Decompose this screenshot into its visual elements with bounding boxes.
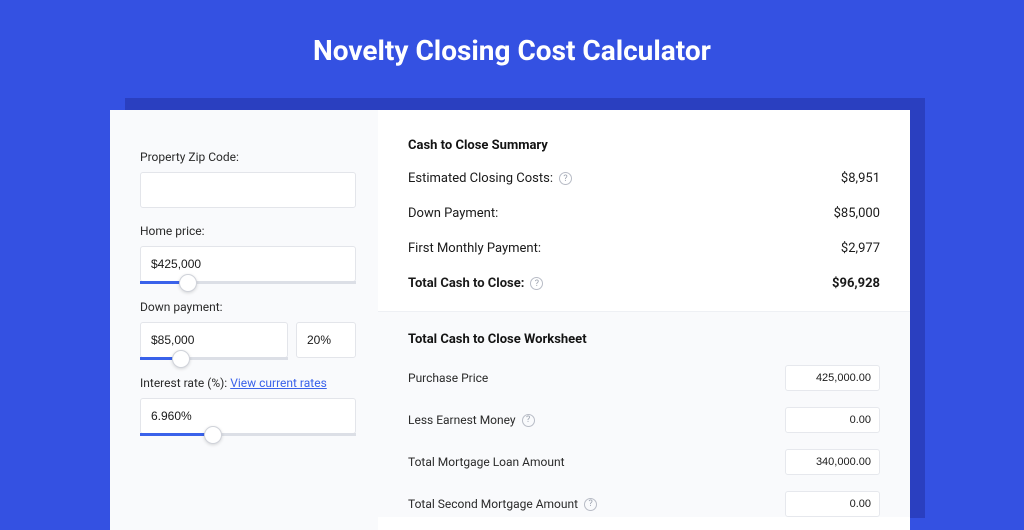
help-icon[interactable]: ? <box>584 498 597 511</box>
calculator-card: Property Zip Code: Home price: Down paym… <box>110 110 910 530</box>
down-payment-pct-input[interactable] <box>296 322 356 358</box>
worksheet-row-label-text: Total Second Mortgage Amount <box>408 497 578 511</box>
down-payment-input[interactable] <box>140 322 288 358</box>
summary-list: Estimated Closing Costs:? $8,951 Down Paym… <box>408 171 880 291</box>
worksheet-row-label: Less Earnest Money? <box>408 413 535 427</box>
summary-row: Estimated Closing Costs:? $8,951 <box>408 171 880 186</box>
inputs-panel: Property Zip Code: Home price: Down paym… <box>110 110 378 530</box>
summary-row: Down Payment: $85,000 <box>408 206 880 221</box>
worksheet-row: Less Earnest Money? <box>408 407 880 433</box>
worksheet-row-label: Total Mortgage Loan Amount <box>408 455 565 469</box>
interest-rate-slider[interactable] <box>140 433 356 436</box>
home-price-slider-thumb[interactable] <box>179 274 197 292</box>
worksheet-row: Total Mortgage Loan Amount <box>408 449 880 475</box>
worksheet-row-value[interactable] <box>785 365 880 391</box>
home-price-group: Home price: <box>140 224 356 284</box>
interest-rate-input[interactable] <box>140 398 356 434</box>
summary-row-label-text: Down Payment: <box>408 206 498 221</box>
worksheet-row-value[interactable] <box>785 449 880 475</box>
zip-input[interactable] <box>140 172 356 208</box>
worksheet-row-label-text: Purchase Price <box>408 371 488 385</box>
summary-title: Cash to Close Summary <box>408 138 880 153</box>
zip-label: Property Zip Code: <box>140 150 356 164</box>
worksheet-row-label-text: Less Earnest Money <box>408 413 516 427</box>
summary-row-label: Total Cash to Close:? <box>408 276 543 291</box>
worksheet-row-value[interactable] <box>785 407 880 433</box>
interest-rate-label: Interest rate (%): View current rates <box>140 376 356 390</box>
worksheet-title: Total Cash to Close Worksheet <box>408 332 880 347</box>
worksheet-row: Total Second Mortgage Amount? <box>408 491 880 517</box>
zip-group: Property Zip Code: <box>140 150 356 208</box>
interest-rate-label-text: Interest rate (%): <box>140 376 230 390</box>
help-icon[interactable]: ? <box>522 414 535 427</box>
help-icon[interactable]: ? <box>530 277 543 290</box>
page-title: Novelty Closing Cost Calculator <box>0 0 1024 93</box>
summary-row-label-text: First Monthly Payment: <box>408 241 541 256</box>
down-payment-slider[interactable] <box>140 357 288 360</box>
help-icon[interactable]: ? <box>559 172 572 185</box>
worksheet-row: Purchase Price <box>408 365 880 391</box>
summary-row-label-text: Estimated Closing Costs: <box>408 171 553 186</box>
summary-row: Total Cash to Close:? $96,928 <box>408 276 880 291</box>
results-panel: Cash to Close Summary Estimated Closing … <box>378 110 910 530</box>
down-payment-group: Down payment: <box>140 300 356 360</box>
summary-row-value: $2,977 <box>841 241 880 256</box>
worksheet-row-label: Total Second Mortgage Amount? <box>408 497 597 511</box>
home-price-label: Home price: <box>140 224 356 238</box>
home-price-slider[interactable] <box>140 281 356 284</box>
down-payment-label: Down payment: <box>140 300 356 314</box>
home-price-input[interactable] <box>140 246 356 282</box>
worksheet-row-value[interactable] <box>785 491 880 517</box>
worksheet-list: Purchase Price Less Earnest Money? Total M… <box>408 365 880 517</box>
summary-row-label: Down Payment: <box>408 206 498 221</box>
interest-rate-slider-fill <box>140 433 213 436</box>
worksheet-panel: Total Cash to Close Worksheet Purchase P… <box>378 311 910 517</box>
summary-row-label-text: Total Cash to Close: <box>408 276 524 291</box>
view-rates-link[interactable]: View current rates <box>230 376 327 390</box>
worksheet-row-label: Purchase Price <box>408 371 488 385</box>
down-payment-slider-thumb[interactable] <box>172 350 190 368</box>
summary-row-label: Estimated Closing Costs:? <box>408 171 572 186</box>
worksheet-row-label-text: Total Mortgage Loan Amount <box>408 455 565 469</box>
summary-row: First Monthly Payment: $2,977 <box>408 241 880 256</box>
summary-row-label: First Monthly Payment: <box>408 241 541 256</box>
summary-row-value: $85,000 <box>834 206 880 221</box>
interest-rate-group: Interest rate (%): View current rates <box>140 376 356 436</box>
interest-rate-slider-thumb[interactable] <box>204 426 222 444</box>
summary-row-value: $8,951 <box>841 171 880 186</box>
summary-row-value: $96,928 <box>832 276 880 291</box>
